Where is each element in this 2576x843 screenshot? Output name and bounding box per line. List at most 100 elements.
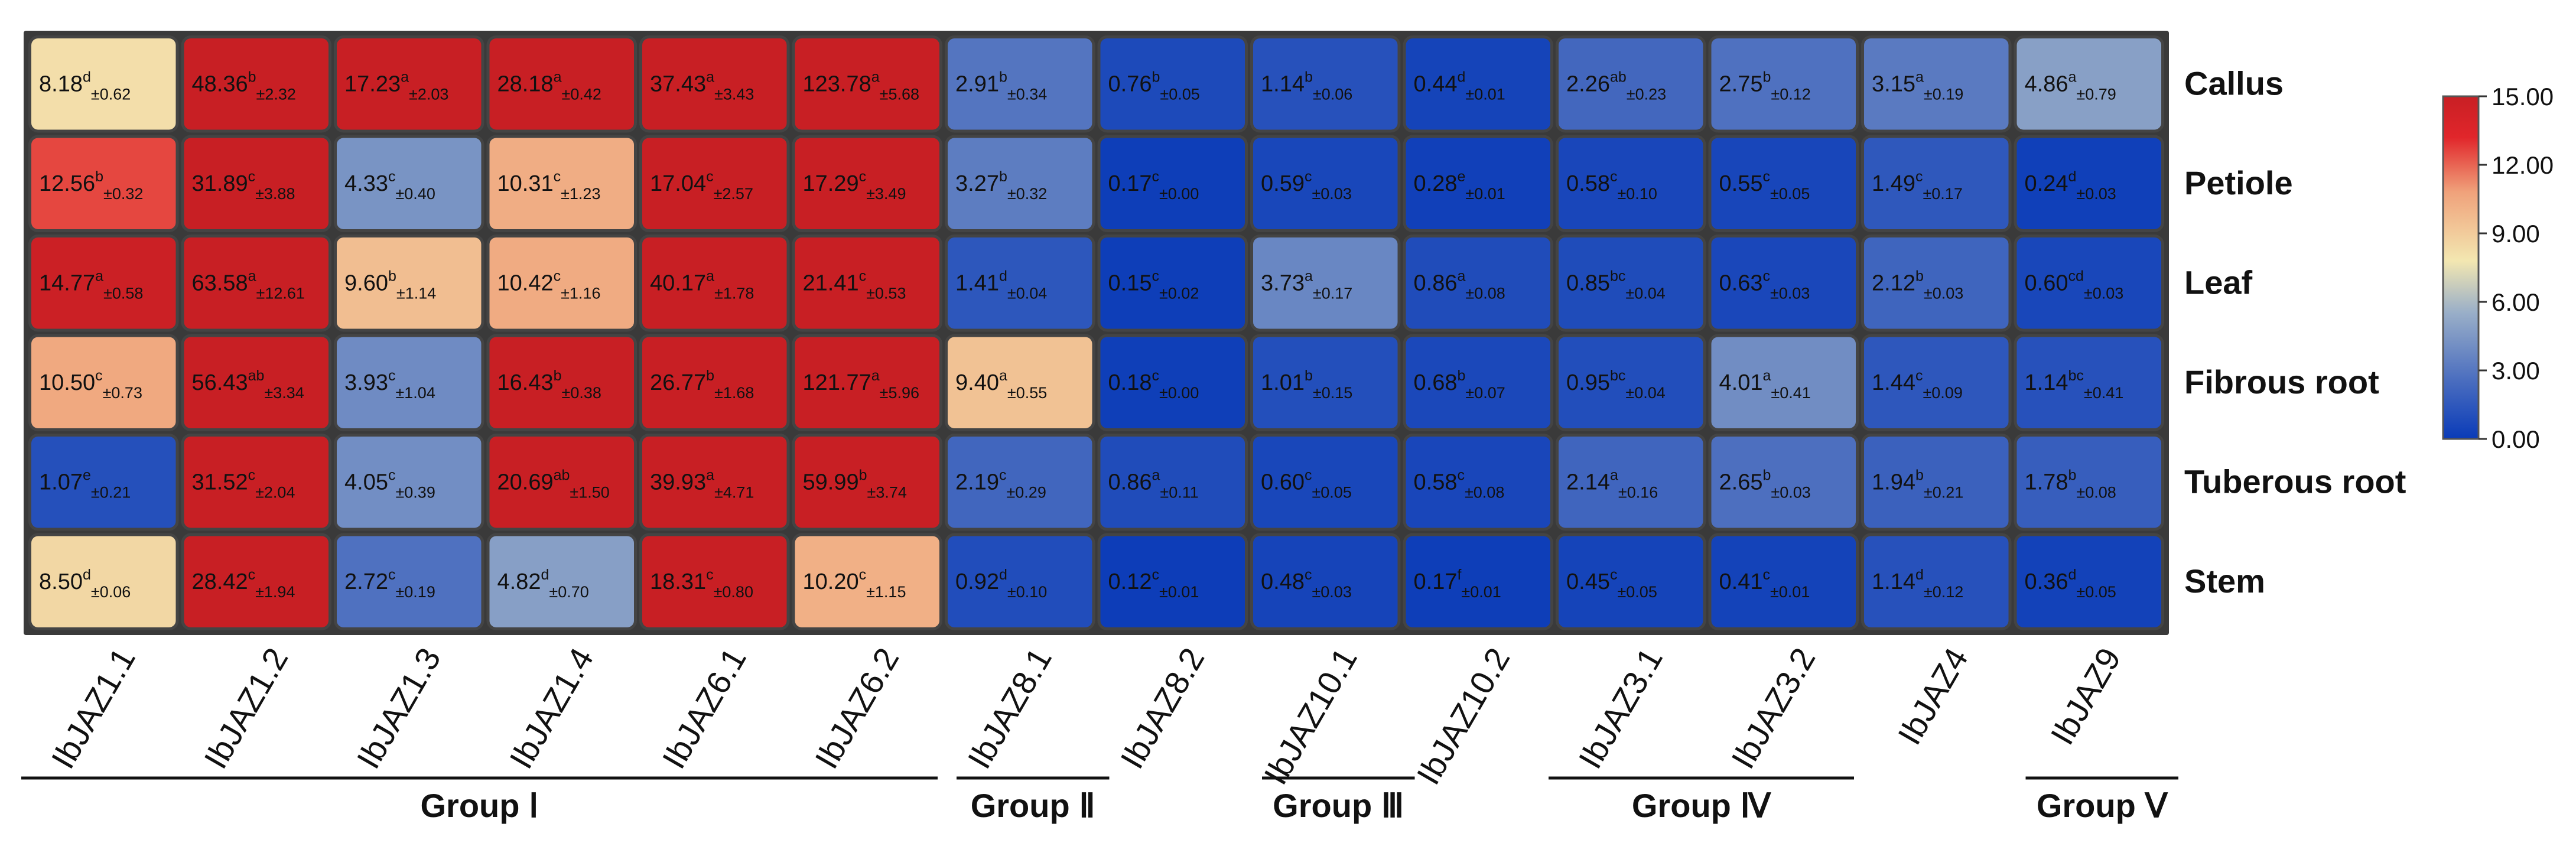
cell-letter: b bbox=[554, 367, 562, 384]
cell-value-label: 1.01b±0.15 bbox=[1261, 367, 1352, 402]
cell-tuberous-root-ibjaz9: 1.78b±0.08 bbox=[2014, 434, 2164, 531]
cell-swatch bbox=[1556, 235, 1706, 332]
cell-value-label: 0.41c±0.01 bbox=[1719, 567, 1810, 601]
cell-tuberous-root-ibjaz3-1: 2.14a±0.16 bbox=[1556, 434, 1706, 531]
cell-tuberous-root-ibjaz8-1: 2.19c±0.29 bbox=[945, 434, 1095, 531]
cell-fibrous-root-ibjaz3-1: 0.95bc±0.04 bbox=[1556, 334, 1706, 431]
cell-letter: a bbox=[2068, 69, 2076, 85]
cell-letter: d bbox=[999, 268, 1007, 284]
cell-value: 40.17 bbox=[650, 271, 706, 295]
cell-swatch bbox=[334, 135, 484, 232]
cell-letter: c bbox=[388, 467, 396, 483]
cell-value: 1.01 bbox=[1261, 370, 1305, 395]
cell-swatch bbox=[181, 334, 331, 431]
cell-value: 1.14 bbox=[2025, 370, 2068, 395]
cell-error: ±0.01 bbox=[1465, 185, 1505, 203]
cell-value: 2.12 bbox=[1872, 271, 1915, 295]
cell-error: ±0.55 bbox=[1007, 384, 1047, 402]
column-label-ibjaz10-2: IbJAZ10.2 bbox=[1409, 642, 1517, 791]
cell-petiole-ibjaz1-1: 12.56b±0.32 bbox=[28, 135, 179, 232]
cell-fibrous-root-ibjaz1-3: 3.93c±1.04 bbox=[334, 334, 484, 431]
cell-letter: d bbox=[999, 567, 1007, 583]
cell-value-label: 4.33c±0.40 bbox=[344, 168, 435, 203]
cell-value: 0.55 bbox=[1719, 171, 1763, 196]
cell-value: 4.86 bbox=[2025, 71, 2068, 96]
cell-error: ±1.14 bbox=[396, 284, 436, 302]
cell-value-label: 16.43b±0.38 bbox=[497, 367, 601, 402]
cell-fibrous-root-ibjaz6-2: 121.77a±5.96 bbox=[792, 334, 942, 431]
cell-swatch bbox=[945, 135, 1095, 232]
cell-swatch bbox=[1708, 334, 1859, 431]
cell-value: 0.86 bbox=[1108, 470, 1152, 494]
cell-error: ±0.03 bbox=[2076, 185, 2116, 203]
cell-value-label: 2.19c±0.29 bbox=[955, 467, 1046, 501]
row-label-callus: Callus bbox=[2184, 64, 2284, 102]
cell-error: ±2.03 bbox=[409, 85, 448, 103]
cell-value: 1.49 bbox=[1872, 171, 1915, 196]
cell-error: ±1.04 bbox=[395, 384, 435, 402]
cell-value: 4.01 bbox=[1719, 370, 1763, 395]
cell-value: 17.04 bbox=[650, 171, 706, 196]
cell-swatch bbox=[2014, 434, 2164, 531]
cell-swatch bbox=[1250, 434, 1401, 531]
cell-value: 0.92 bbox=[955, 569, 999, 594]
cell-letter: b bbox=[999, 69, 1007, 85]
cell-error: ±0.32 bbox=[103, 185, 143, 203]
cell-error: ±0.21 bbox=[1924, 483, 1963, 501]
cell-value: 0.44 bbox=[1414, 71, 1458, 96]
cell-error: ±0.32 bbox=[1007, 185, 1047, 203]
cell-stem-ibjaz1-1: 8.50d±0.06 bbox=[28, 533, 179, 630]
cell-value: 0.12 bbox=[1108, 569, 1152, 594]
cell-error: ±0.01 bbox=[1461, 583, 1501, 601]
cell-letter: d bbox=[83, 567, 91, 583]
cell-swatch bbox=[1250, 235, 1401, 332]
cell-letter: c bbox=[1762, 567, 1770, 583]
cell-error: ±0.04 bbox=[1007, 284, 1047, 302]
cell-letter: c bbox=[1305, 567, 1312, 583]
cell-value: 17.23 bbox=[344, 71, 401, 96]
cell-error: ±4.71 bbox=[714, 483, 754, 501]
cell-value-label: 21.41c±0.53 bbox=[803, 268, 906, 302]
cell-value: 0.28 bbox=[1414, 171, 1458, 196]
cell-swatch bbox=[945, 533, 1095, 630]
cell-error: ±1.94 bbox=[255, 583, 295, 601]
cell-value: 3.15 bbox=[1872, 71, 1915, 96]
cell-tuberous-root-ibjaz8-2: 0.86a±0.11 bbox=[1097, 434, 1248, 531]
cell-swatch bbox=[792, 533, 942, 630]
cell-swatch bbox=[334, 434, 484, 531]
cell-value: 10.50 bbox=[39, 370, 95, 395]
cell-stem-ibjaz3-1: 0.45c±0.05 bbox=[1556, 533, 1706, 630]
cell-letter: c bbox=[388, 168, 396, 185]
colorbar-tick-label: 0.00 bbox=[2492, 425, 2540, 453]
cell-swatch bbox=[334, 235, 484, 332]
cell-letter: d bbox=[2068, 168, 2076, 185]
cell-value: 0.76 bbox=[1108, 71, 1152, 96]
cell-value-label: 0.17c±0.00 bbox=[1108, 168, 1199, 203]
cell-swatch bbox=[1097, 135, 1248, 232]
cell-letter: a bbox=[1457, 268, 1465, 284]
cell-value: 4.82 bbox=[497, 569, 541, 594]
cell-value-label: 1.49c±0.17 bbox=[1872, 168, 1963, 203]
cell-tuberous-root-ibjaz10-2: 0.58c±0.08 bbox=[1403, 434, 1553, 531]
cell-swatch bbox=[1403, 533, 1553, 630]
cell-error: ±0.42 bbox=[562, 85, 601, 103]
cell-swatch bbox=[1403, 35, 1553, 133]
cell-value-label: 2.75b±0.12 bbox=[1719, 69, 1811, 103]
cell-error: ±0.07 bbox=[1465, 384, 1505, 402]
cell-swatch bbox=[1861, 235, 2012, 332]
group-label-group: Group Ⅲ bbox=[1273, 787, 1404, 824]
cell-value-label: 123.78a±5.68 bbox=[803, 69, 920, 103]
cell-error: ±0.41 bbox=[2084, 384, 2123, 402]
cell-value-label: 10.31c±1.23 bbox=[497, 168, 601, 203]
cell-swatch bbox=[28, 235, 179, 332]
cell-letter: a bbox=[1610, 467, 1618, 483]
cell-swatch bbox=[1250, 334, 1401, 431]
cell-value-label: 28.42c±1.94 bbox=[192, 567, 295, 601]
cell-value-label: 1.78b±0.08 bbox=[2025, 467, 2116, 501]
cell-swatch bbox=[486, 35, 637, 133]
cell-value-label: 17.23a±2.03 bbox=[344, 69, 448, 103]
cell-swatch bbox=[28, 35, 179, 133]
cell-letter: c bbox=[1915, 168, 1923, 185]
cell-value: 14.77 bbox=[39, 271, 95, 295]
cell-letter: c bbox=[95, 367, 103, 384]
